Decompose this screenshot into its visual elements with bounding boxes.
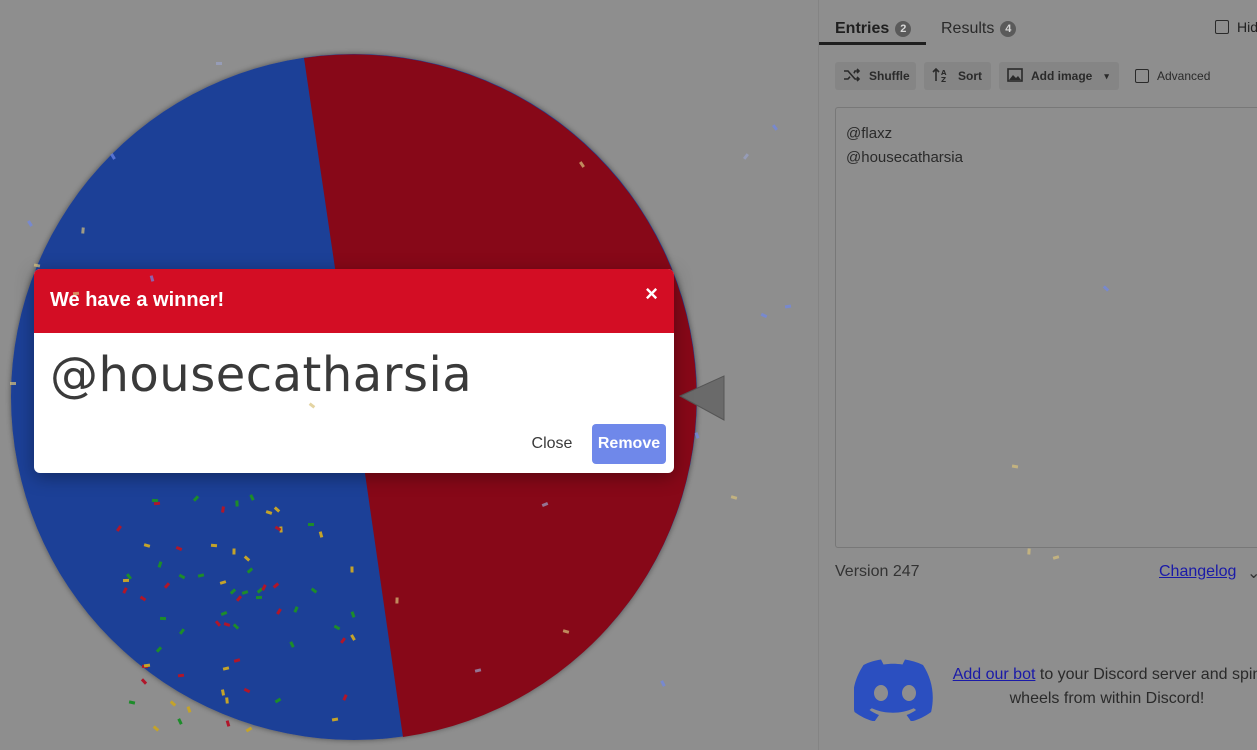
tab-results-label: Results — [941, 20, 995, 37]
tab-active-indicator — [819, 42, 926, 45]
changelog-link[interactable]: Changelog — [1159, 563, 1237, 580]
tab-entries-label: Entries — [835, 20, 890, 37]
confetti-piece — [159, 616, 167, 620]
confetti-piece — [256, 595, 263, 599]
shuffle-button[interactable]: Shuffle — [835, 62, 916, 90]
advanced-checkbox-box[interactable] — [1135, 69, 1149, 83]
confetti-piece — [177, 673, 184, 678]
shuffle-label: Shuffle — [869, 69, 910, 83]
confetti-piece — [81, 227, 85, 235]
confetti-piece — [350, 566, 354, 573]
entries-textarea[interactable]: @flaxz @housecatharsia — [835, 107, 1257, 548]
tab-results[interactable]: Results 4 — [941, 14, 1017, 44]
confetti-piece — [1027, 548, 1031, 556]
confetti-piece — [152, 498, 159, 503]
svg-text:Z: Z — [941, 76, 946, 83]
remove-button[interactable]: Remove — [592, 424, 666, 464]
confetti-piece — [220, 689, 225, 696]
svg-text:A: A — [941, 69, 947, 77]
add-image-button[interactable]: Add image ▾ — [999, 62, 1119, 90]
confetti-piece — [143, 663, 150, 668]
confetti-piece — [234, 500, 239, 508]
confetti-piece — [153, 501, 161, 506]
confetti-piece — [232, 548, 236, 555]
tab-entries[interactable]: Entries 2 — [835, 14, 912, 44]
advanced-label: Advanced — [1157, 69, 1211, 83]
add-bot-link[interactable]: Add our bot — [952, 666, 1036, 683]
advanced-checkbox[interactable]: Advanced — [1135, 69, 1210, 83]
winner-dialog: We have a winner! × @housecatharsia Clos… — [34, 269, 674, 473]
confetti-piece — [211, 543, 218, 547]
discord-promo: Add our bot to your Discord server and s… — [947, 663, 1257, 711]
entries-count-badge: 2 — [895, 21, 912, 37]
add-image-label: Add image — [1031, 69, 1093, 83]
hide-checkbox-box[interactable] — [1215, 20, 1229, 34]
close-button[interactable]: Close — [531, 435, 573, 452]
results-count-badge: 4 — [1000, 21, 1017, 37]
confetti-piece — [785, 304, 792, 309]
hide-checkbox[interactable]: Hid — [1215, 19, 1257, 35]
hide-checkbox-label: Hid — [1237, 19, 1257, 35]
discord-icon — [854, 659, 933, 721]
entry-line: @housecatharsia — [846, 149, 963, 166]
image-icon — [1007, 67, 1023, 85]
confetti-piece — [331, 717, 338, 721]
confetti-piece — [225, 697, 229, 704]
dialog-header: We have a winner! × — [34, 269, 674, 333]
wheel-pointer-icon — [678, 375, 725, 421]
chevron-down-icon[interactable]: ⌄ — [1247, 565, 1257, 582]
entry-line: @flaxz — [846, 125, 893, 142]
winner-name: @housecatharsia — [50, 347, 473, 403]
close-icon[interactable]: × — [645, 281, 658, 306]
discord-promo-text: to your Discord server and spin wheels f… — [1009, 666, 1257, 707]
chevron-down-icon: ▾ — [1104, 70, 1109, 81]
confetti-piece — [215, 61, 222, 66]
dialog-title: We have a winner! — [50, 289, 225, 311]
confetti-piece — [395, 597, 399, 604]
shuffle-icon — [843, 67, 861, 85]
confetti-piece — [307, 522, 314, 526]
confetti-piece — [122, 578, 129, 582]
confetti-piece — [10, 381, 17, 385]
version-text: Version 247 — [835, 563, 920, 580]
sort-label: Sort — [958, 69, 982, 83]
